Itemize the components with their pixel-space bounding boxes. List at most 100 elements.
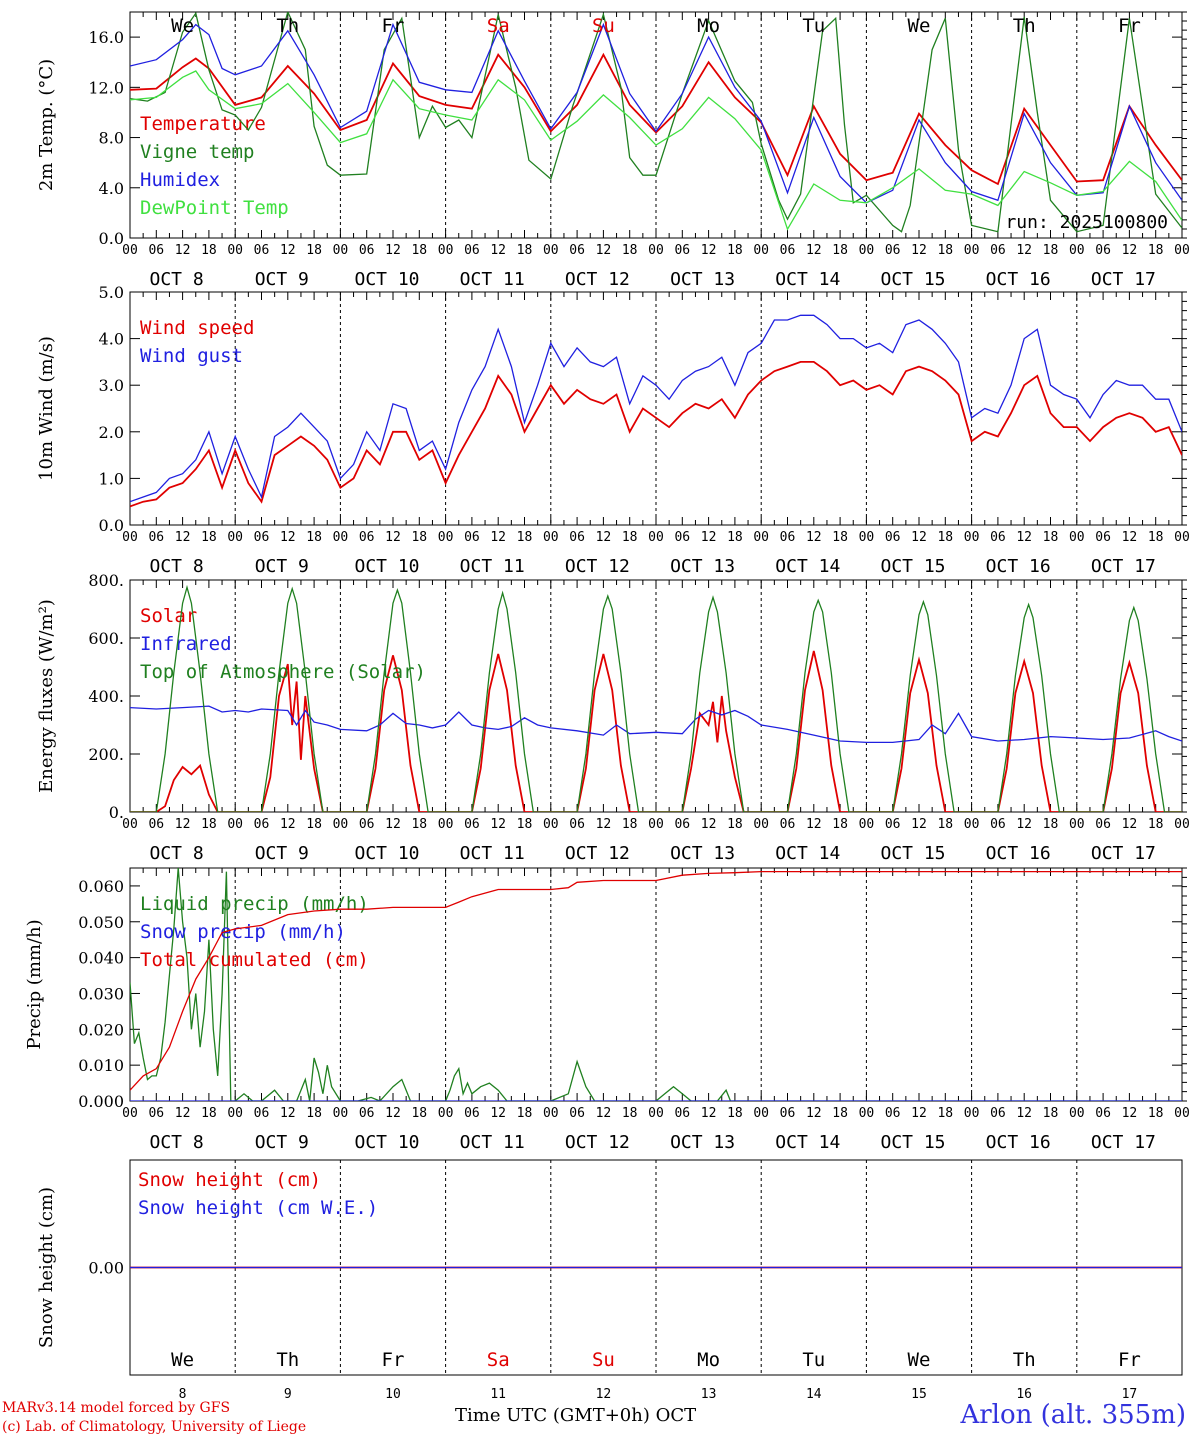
- hour-tick-label: 12: [1122, 530, 1138, 545]
- hour-tick-label: 12: [701, 817, 717, 832]
- hour-tick-label: 06: [674, 530, 690, 545]
- hour-tick-label: 06: [569, 243, 585, 258]
- hour-tick-label: 00: [753, 1106, 769, 1121]
- date-label: OCT 17: [1091, 843, 1156, 864]
- hour-tick-label: 06: [464, 1106, 480, 1121]
- hour-tick-label: 06: [254, 1106, 270, 1121]
- hour-tick-label: 18: [306, 817, 322, 832]
- hour-tick-label: 18: [411, 1106, 427, 1121]
- hour-tick-label: 18: [1148, 530, 1164, 545]
- legend-label: Total cumulated (cm): [140, 949, 369, 971]
- y-tick-label: 12.0: [88, 78, 124, 97]
- hour-tick-label: 00: [438, 1106, 454, 1121]
- date-label: OCT 11: [460, 556, 525, 577]
- hour-tick-label: 00: [438, 530, 454, 545]
- hour-tick-label: 18: [832, 1106, 848, 1121]
- hour-tick-label: 00: [648, 243, 664, 258]
- hour-tick-label: 18: [411, 243, 427, 258]
- y-minor-ticks: [1182, 11, 1187, 239]
- hour-tick-label: 12: [385, 243, 401, 258]
- hour-tick-label: 18: [727, 1106, 743, 1121]
- hour-tick-label: 12: [1122, 817, 1138, 832]
- hour-tick-label: 12: [701, 530, 717, 545]
- legend-label: Infrared: [140, 633, 232, 655]
- hour-tick-label: 00: [333, 817, 349, 832]
- y-tick-label: 400.: [88, 687, 124, 706]
- hour-tick-label: 18: [1043, 530, 1059, 545]
- hour-tick-label: 06: [1095, 243, 1111, 258]
- hour-tick-label: 06: [990, 1106, 1006, 1121]
- date-label: OCT 16: [986, 556, 1051, 577]
- weekday-label: Fr: [1118, 1349, 1141, 1371]
- hour-tick-label: 18: [201, 530, 217, 545]
- legend-label: Top of Atmosphere (Solar): [140, 661, 426, 683]
- hour-tick-label: 18: [306, 530, 322, 545]
- hour-tick-label: 00: [543, 243, 559, 258]
- hour-tick-label: 18: [937, 243, 953, 258]
- hour-tick-label: 00: [1069, 530, 1085, 545]
- hour-tick-label: 00: [333, 243, 349, 258]
- hour-tick-label: 06: [674, 817, 690, 832]
- hour-tick-label: 06: [148, 817, 164, 832]
- legend-label: Humidex: [140, 169, 220, 191]
- date-label: OCT 8: [150, 269, 204, 290]
- hour-tick-label: 06: [464, 817, 480, 832]
- day-number-label: 16: [1016, 1387, 1032, 1402]
- hour-tick-label: 00: [122, 243, 138, 258]
- panel-4: 0.000 0.010 0.020 0.030 0.040 0.050 0.060 Preci…: [24, 867, 1190, 1153]
- hour-tick-label: 00: [964, 817, 980, 832]
- panel-3: 0. 200. 400. 600. 800. Energy fluxes (W/m²) So…: [36, 571, 1190, 864]
- hour-tick-label: 12: [1122, 1106, 1138, 1121]
- hour-tick-label: 12: [490, 817, 506, 832]
- date-label: OCT 17: [1091, 556, 1156, 577]
- hour-tick-label: 00: [543, 817, 559, 832]
- hour-tick-label: 06: [780, 530, 796, 545]
- hour-tick-label: 12: [490, 1106, 506, 1121]
- day-number-label: 13: [701, 1387, 717, 1402]
- hour-tick-label: 00: [753, 530, 769, 545]
- hour-tick-label: 06: [254, 243, 270, 258]
- legend-label: Wind gust: [140, 345, 243, 367]
- weekday-label: Mo: [697, 15, 720, 37]
- hour-tick-label: 12: [806, 530, 822, 545]
- date-label: OCT 12: [565, 556, 630, 577]
- weekday-label: Th: [276, 1349, 299, 1371]
- y-tick-label: 0.010: [78, 1056, 124, 1075]
- date-label: OCT 8: [150, 843, 204, 864]
- series-line-infrared: [130, 705, 1182, 744]
- hour-tick-label: 00: [753, 817, 769, 832]
- hour-tick-label: 00: [1069, 817, 1085, 832]
- y-axis-title: Snow height (cm): [36, 1187, 57, 1348]
- hour-tick-label: 06: [254, 530, 270, 545]
- hour-tick-label: 18: [727, 530, 743, 545]
- hour-tick-label: 06: [780, 1106, 796, 1121]
- hour-tick-label: 12: [596, 530, 612, 545]
- weekday-label: We: [908, 15, 931, 37]
- hour-tick-label: 00: [227, 1106, 243, 1121]
- legend-label: Wind speed: [140, 317, 254, 339]
- hour-tick-label: 12: [490, 530, 506, 545]
- weekday-label: We: [171, 1349, 194, 1371]
- hour-tick-label: 18: [937, 1106, 953, 1121]
- date-label: OCT 15: [880, 556, 945, 577]
- legend-label: Solar: [140, 605, 197, 627]
- hour-tick-label: 18: [411, 817, 427, 832]
- hour-tick-label: 18: [832, 530, 848, 545]
- hour-tick-label: 12: [596, 817, 612, 832]
- hour-tick-label: 18: [517, 530, 533, 545]
- day-number-label: 10: [385, 1387, 401, 1402]
- hour-tick-label: 12: [596, 243, 612, 258]
- hour-tick-label: 00: [122, 530, 138, 545]
- hour-tick-label: 00: [543, 530, 559, 545]
- date-label: OCT 17: [1091, 269, 1156, 290]
- hour-tick-label: 12: [280, 817, 296, 832]
- hour-tick-label: 18: [1148, 243, 1164, 258]
- hour-tick-label: 12: [806, 1106, 822, 1121]
- hour-tick-label: 18: [201, 243, 217, 258]
- series-line-total-cumulated-cm-: [130, 870, 1182, 1091]
- weekday-label: Mo: [697, 1349, 720, 1371]
- hour-tick-label: 06: [990, 243, 1006, 258]
- run-label: run: 2025100800: [1005, 212, 1168, 233]
- weekday-label: Su: [592, 1349, 615, 1371]
